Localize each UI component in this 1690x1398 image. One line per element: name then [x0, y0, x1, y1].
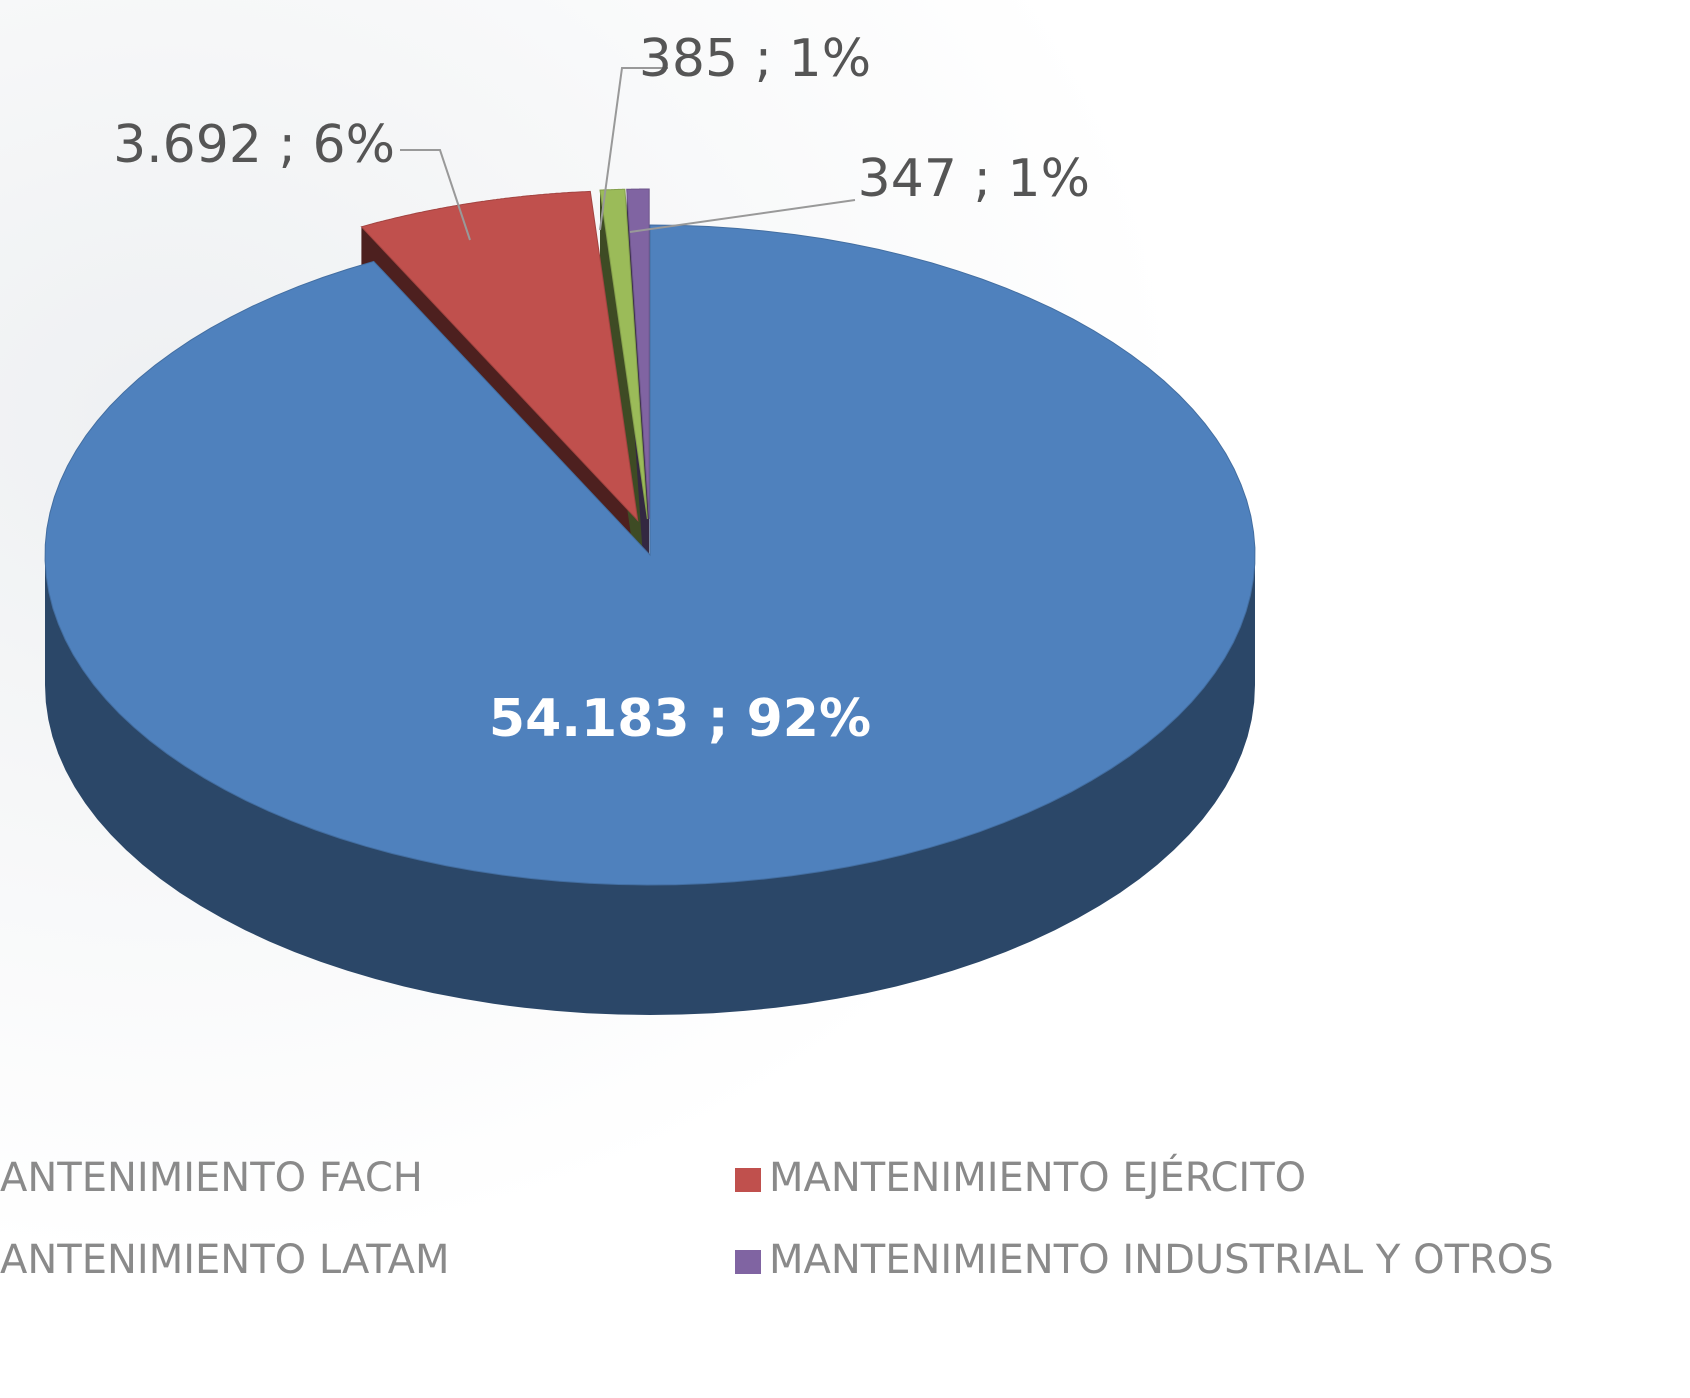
slice [626, 188, 650, 520]
data-label: 54.183 ; 92% [489, 689, 871, 749]
leader-line [629, 199, 856, 233]
legend-label: ANTENIMIENTO FACH [0, 1155, 423, 1201]
data-label: 385 ; 1% [639, 29, 871, 89]
slice [360, 190, 639, 522]
legend-label: ANTENIMIENTO LATAM [0, 1237, 450, 1283]
slice [599, 188, 648, 520]
legend-swatch [735, 1250, 761, 1274]
slice [44, 224, 1256, 886]
legend-label: MANTENIMIENTO EJÉRCITO [769, 1153, 1306, 1201]
leader-line [400, 149, 471, 241]
slice-side [45, 555, 1255, 1015]
leader-line [599, 67, 668, 231]
data-label: 3.692 ; 6% [113, 115, 395, 175]
legend-swatch [735, 1168, 761, 1192]
legend-label: MANTENIMIENTO INDUSTRIAL Y OTROS [769, 1237, 1554, 1283]
data-label: 347 ; 1% [858, 149, 1090, 209]
